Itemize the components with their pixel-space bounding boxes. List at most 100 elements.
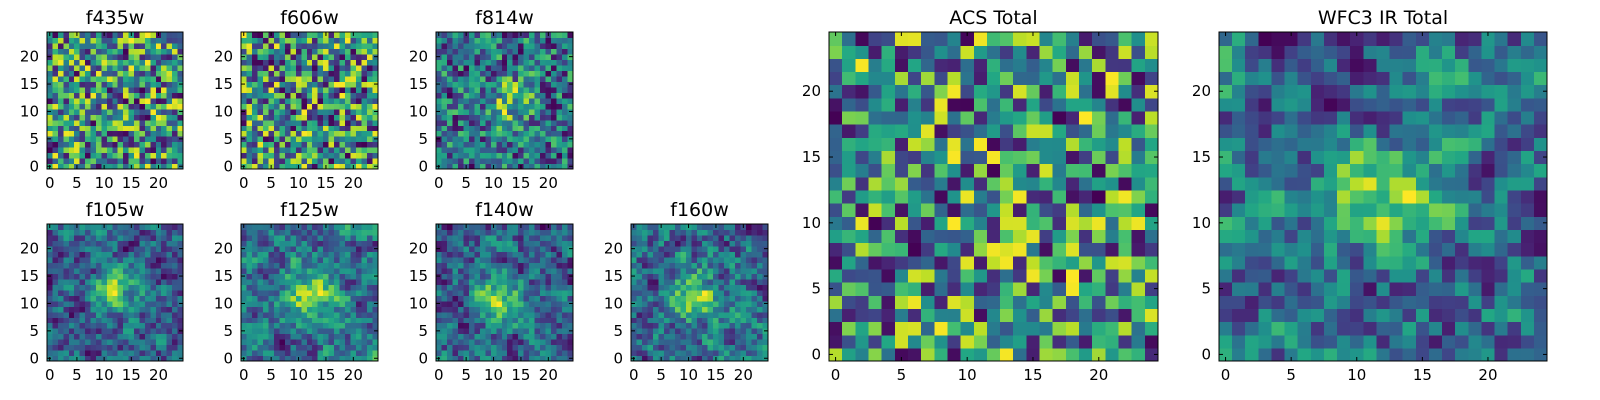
heatmap-cell bbox=[501, 81, 508, 88]
heatmap-cell bbox=[647, 344, 654, 351]
heatmap-cell bbox=[551, 256, 558, 263]
heatmap-cell bbox=[161, 350, 168, 357]
heatmap-cell bbox=[855, 189, 870, 204]
heatmap-cell bbox=[973, 321, 988, 336]
heatmap-cell bbox=[507, 158, 514, 165]
heatmap-cell bbox=[284, 322, 291, 329]
heatmap-cell bbox=[718, 339, 725, 346]
heatmap-cell bbox=[556, 333, 563, 340]
heatmap-cell bbox=[674, 240, 681, 247]
heatmap-cell bbox=[301, 278, 308, 285]
heatmap-cell bbox=[339, 81, 346, 88]
heatmap-cell bbox=[74, 86, 81, 93]
heatmap-cell bbox=[507, 311, 514, 318]
heatmap-cell bbox=[279, 300, 286, 307]
heatmap-cell bbox=[457, 48, 464, 55]
heatmap-cell bbox=[345, 300, 352, 307]
heatmap-cell bbox=[707, 311, 714, 318]
heatmap-cell bbox=[718, 355, 725, 362]
heatmap-cell bbox=[485, 147, 492, 154]
heatmap-cell bbox=[446, 273, 454, 280]
heatmap-cell bbox=[90, 158, 97, 165]
heatmap-cell bbox=[490, 37, 497, 44]
x-tick-label: 10 bbox=[95, 366, 114, 384]
heatmap-cell bbox=[1039, 321, 1054, 336]
heatmap-cell bbox=[545, 59, 552, 66]
heatmap-cell bbox=[707, 273, 714, 280]
heatmap-cell bbox=[268, 240, 275, 247]
heatmap-cell bbox=[350, 295, 357, 302]
heatmap-cell bbox=[112, 48, 119, 55]
heatmap-cell bbox=[474, 317, 481, 324]
heatmap-cell bbox=[729, 256, 736, 263]
heatmap-cell bbox=[551, 251, 558, 258]
heatmap-cell bbox=[718, 234, 725, 242]
heatmap-cell bbox=[436, 350, 443, 357]
heatmap-cell bbox=[907, 216, 922, 230]
heatmap-cell bbox=[112, 229, 119, 236]
heatmap-cell bbox=[881, 295, 896, 309]
heatmap-cell bbox=[523, 355, 530, 362]
heatmap-cell bbox=[691, 284, 698, 291]
heatmap-cell bbox=[117, 256, 124, 263]
heatmap-cell bbox=[150, 53, 157, 60]
heatmap-cell bbox=[361, 262, 368, 269]
heatmap-cell bbox=[907, 242, 922, 257]
heatmap-cell bbox=[960, 321, 975, 336]
heatmap-cell bbox=[85, 64, 92, 71]
heatmap-cell bbox=[496, 278, 503, 285]
heatmap-cell bbox=[463, 278, 470, 285]
heatmap-cell bbox=[144, 103, 151, 110]
heatmap-cell bbox=[323, 350, 330, 357]
heatmap-cell bbox=[57, 92, 64, 99]
heatmap-cell bbox=[328, 108, 335, 115]
heatmap-cell bbox=[323, 295, 330, 302]
y-tick-label: 15 bbox=[409, 267, 428, 285]
heatmap-cell bbox=[345, 130, 352, 137]
x-tick-label: 10 bbox=[484, 366, 503, 384]
heatmap-cell bbox=[312, 289, 319, 296]
heatmap-cell bbox=[150, 81, 157, 88]
heatmap-cell bbox=[496, 37, 503, 44]
heatmap-cell bbox=[112, 344, 119, 351]
heatmap-cell bbox=[101, 311, 108, 318]
heatmap-cell bbox=[512, 317, 519, 324]
heatmap-cell bbox=[452, 339, 459, 346]
heatmap-cell bbox=[446, 229, 454, 236]
heatmap-cell bbox=[545, 92, 552, 99]
heatmap-cell bbox=[735, 267, 742, 274]
heatmap-cell bbox=[161, 37, 168, 44]
heatmap-cell bbox=[134, 322, 141, 329]
heatmap-cell bbox=[345, 278, 352, 285]
heatmap-cell bbox=[356, 344, 363, 351]
heatmap-cell bbox=[973, 295, 988, 309]
heatmap-cell bbox=[479, 224, 486, 231]
heatmap-cell bbox=[567, 147, 574, 154]
heatmap-cell bbox=[172, 59, 179, 66]
heatmap-cell bbox=[279, 92, 286, 99]
heatmap-cell bbox=[85, 136, 92, 143]
heatmap-cell bbox=[685, 339, 692, 346]
heatmap-cell bbox=[279, 295, 286, 302]
heatmap-cell bbox=[372, 32, 379, 39]
heatmap-cell bbox=[63, 311, 70, 318]
heatmap-cell bbox=[356, 311, 363, 318]
heatmap-cell bbox=[762, 295, 769, 302]
heatmap-cell bbox=[101, 344, 108, 351]
heatmap-cell bbox=[95, 251, 102, 258]
heatmap-cell bbox=[518, 300, 525, 307]
heatmap-cell bbox=[518, 92, 525, 99]
heatmap-cell bbox=[490, 147, 497, 154]
heatmap-cell bbox=[523, 114, 530, 121]
heatmap-cell bbox=[279, 256, 286, 263]
heatmap-cell bbox=[652, 355, 659, 362]
heatmap-cell bbox=[112, 97, 119, 104]
heatmap-cell bbox=[529, 300, 536, 307]
heatmap-cell bbox=[986, 242, 1001, 257]
heatmap-cell bbox=[172, 70, 179, 77]
heatmap-cell bbox=[328, 158, 335, 165]
heatmap-cell bbox=[155, 322, 162, 329]
heatmap-cell bbox=[79, 163, 86, 170]
heatmap-cell bbox=[339, 333, 346, 340]
